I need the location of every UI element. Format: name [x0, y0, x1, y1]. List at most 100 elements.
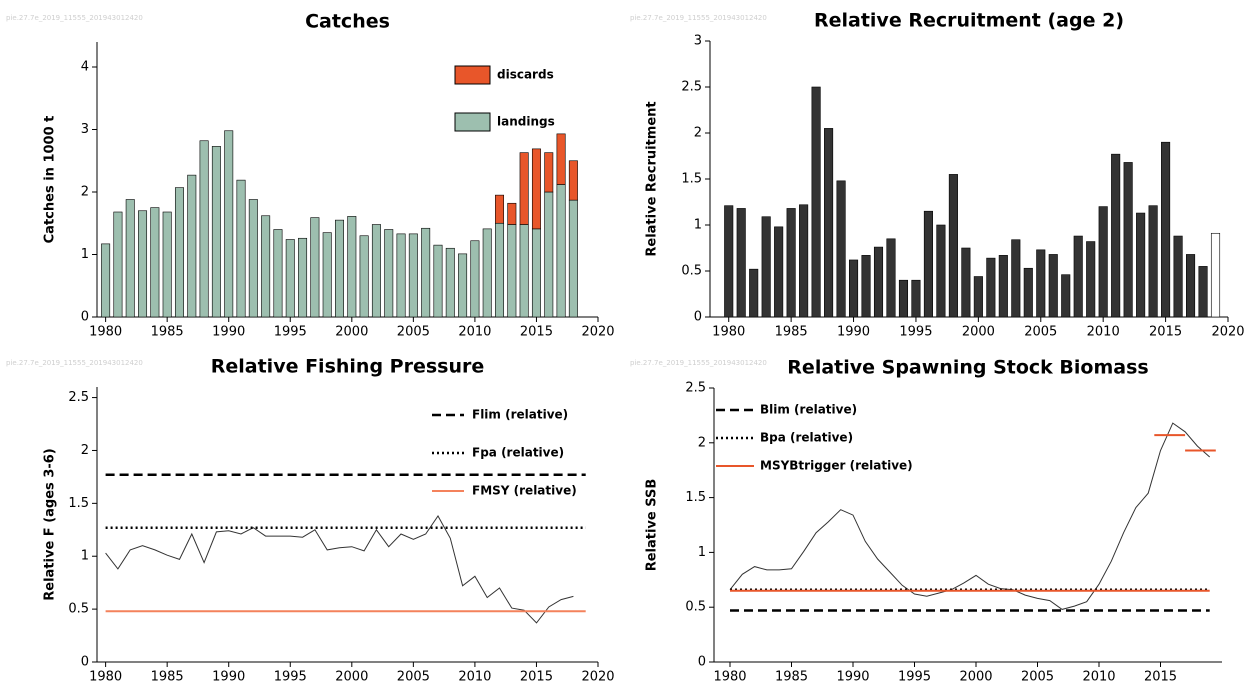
bar	[1173, 235, 1183, 318]
bar	[138, 210, 148, 318]
bar	[507, 224, 517, 318]
bar	[1161, 141, 1171, 318]
x-tick-label: 1980	[89, 325, 122, 340]
bar	[556, 184, 566, 318]
bar	[724, 205, 734, 318]
bar	[1186, 254, 1196, 318]
bar	[1111, 153, 1121, 318]
bar	[911, 279, 921, 318]
data-line	[105, 515, 574, 624]
bar	[799, 204, 809, 318]
y-tick-label: 0	[698, 655, 706, 670]
y-tick-label: 0.5	[685, 600, 706, 615]
reference-line	[730, 434, 1216, 592]
x-tick-label: 2010	[1087, 325, 1120, 340]
bar	[948, 174, 958, 318]
watermark: pie.27.7e_2019_11555_201943012420	[630, 359, 767, 367]
x-tick-label: 1980	[713, 670, 746, 685]
y-tick-label: 2.5	[68, 390, 89, 405]
bar	[1011, 239, 1021, 318]
bar	[187, 174, 197, 318]
legend-swatch	[454, 112, 491, 132]
bar	[482, 228, 492, 318]
x-tick-label: 1985	[775, 325, 808, 340]
legend-label: Blim (relative)	[760, 403, 857, 417]
bar	[861, 255, 871, 318]
bar	[1136, 212, 1146, 318]
bar	[347, 216, 357, 318]
x-tick-label: 2020	[1211, 325, 1244, 340]
bar	[125, 199, 135, 318]
bar	[1073, 235, 1083, 318]
x-tick-label: 2020	[581, 670, 614, 685]
bar	[174, 187, 184, 318]
y-tick-label: 0.5	[68, 602, 89, 617]
y-tick-label: 0.5	[681, 264, 702, 279]
x-tick-label: 1980	[712, 325, 745, 340]
y-tick-label: 1.5	[681, 172, 702, 187]
bar	[261, 215, 271, 318]
legend-label: discards	[497, 68, 554, 82]
bar	[519, 224, 529, 318]
bar	[1098, 206, 1108, 318]
y-axis-label: Catches in 1000 t	[43, 116, 58, 244]
bar	[162, 211, 172, 318]
bar	[408, 233, 418, 318]
watermark: pie.27.7e_2019_11555_201943012420	[6, 359, 143, 367]
bar	[749, 268, 759, 318]
bar	[1036, 249, 1046, 318]
y-tick-label: 1	[698, 545, 706, 560]
bar	[836, 180, 846, 318]
bar	[973, 276, 983, 318]
x-tick-label: 1990	[212, 670, 245, 685]
bar	[1048, 254, 1058, 318]
bar	[445, 247, 455, 318]
x-tick-label: 2005	[397, 670, 430, 685]
x-tick-label: 2005	[1024, 325, 1057, 340]
x-tick-label: 2015	[520, 325, 553, 340]
x-tick-label: 1990	[836, 670, 869, 685]
y-tick-label: 0	[81, 310, 89, 325]
chart-title: Catches	[305, 11, 390, 33]
bar	[1023, 267, 1033, 318]
x-tick-label: 2000	[962, 325, 995, 340]
bar	[310, 217, 320, 318]
chart-panel: pie.27.7e_2019_11555_201943012420 Relativ…	[6, 356, 615, 685]
chart-title: Relative Spawning Stock Biomass	[787, 357, 1148, 379]
legend-label: Flim (relative)	[472, 408, 568, 422]
bar	[384, 229, 394, 318]
bar	[961, 247, 971, 318]
bar	[248, 199, 258, 318]
bar	[298, 237, 308, 318]
legend-label: landings	[497, 115, 555, 129]
bar	[786, 208, 796, 318]
x-tick-label: 2010	[458, 670, 491, 685]
y-tick-label: 1	[81, 549, 89, 564]
x-tick-label: 1985	[151, 670, 184, 685]
y-tick-label: 2	[694, 126, 702, 141]
chart-title: Relative Recruitment (age 2)	[814, 10, 1124, 32]
x-tick-label: 2000	[335, 670, 368, 685]
legend-label: FMSY (relative)	[472, 484, 577, 498]
bar	[811, 86, 821, 318]
bar	[1210, 232, 1221, 318]
legend-label: Bpa (relative)	[760, 431, 853, 445]
y-tick-label: 0	[694, 310, 702, 325]
x-tick-label: 1990	[212, 325, 245, 340]
bar	[396, 233, 406, 318]
y-tick-label: 2.5	[681, 80, 702, 95]
bar	[998, 255, 1008, 318]
bar	[848, 259, 859, 318]
bar	[273, 229, 283, 318]
bar	[150, 207, 160, 318]
y-tick-label: 0	[81, 655, 89, 670]
bar	[544, 152, 554, 193]
bar	[458, 253, 468, 318]
bar	[507, 202, 517, 225]
bar	[285, 239, 295, 318]
x-tick-label: 2005	[397, 325, 430, 340]
bar	[1148, 205, 1158, 318]
bar	[774, 226, 784, 318]
y-tick-label: 1.5	[685, 490, 706, 505]
bar	[1198, 266, 1208, 318]
